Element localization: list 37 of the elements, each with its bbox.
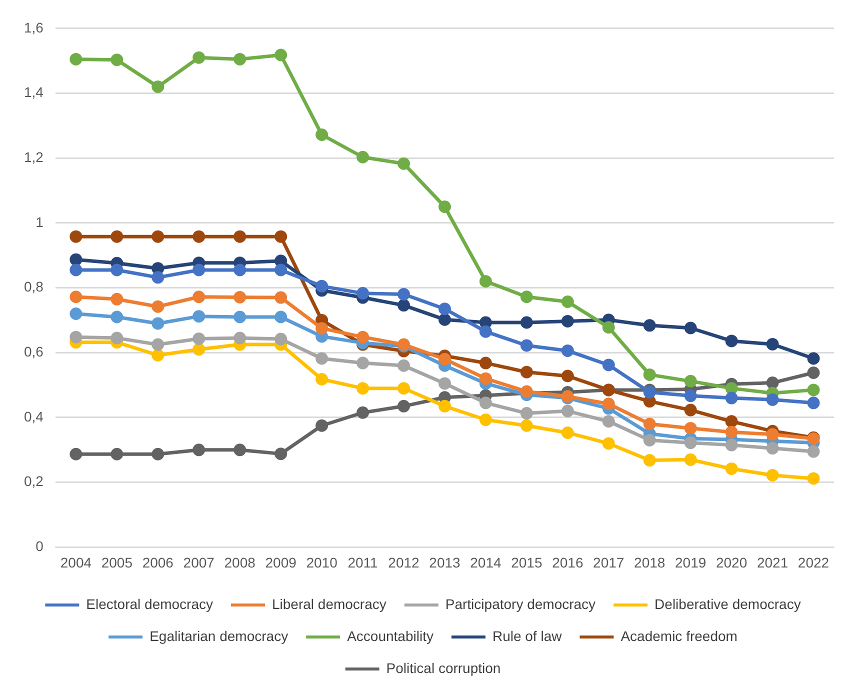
x-tick-label: 2009 [265, 554, 297, 570]
y-tick-label: 1,6 [24, 19, 44, 36]
x-tick-label: 2006 [142, 554, 174, 570]
x-tick-label: 2005 [101, 554, 133, 570]
x-tick-label: 2022 [798, 554, 830, 570]
x-tick-label: 2015 [511, 554, 542, 570]
x-tick-label: 2020 [716, 554, 748, 570]
legend-label: Accountability [347, 628, 434, 644]
legend-label: Deliberative democracy [654, 596, 801, 612]
y-tick-label: 1 [36, 214, 44, 230]
y-tick-label: 0,6 [24, 344, 44, 360]
legend-label: Academic freedom [620, 628, 738, 644]
y-tick-label: 0,4 [24, 408, 44, 424]
x-tick-label: 2016 [552, 554, 584, 570]
x-tick-label: 2014 [470, 554, 502, 570]
legend-label: Liberal democracy [272, 596, 386, 612]
x-tick-label: 2004 [60, 554, 92, 570]
x-tick-label: 2017 [593, 554, 624, 570]
x-tick-label: 2007 [183, 554, 215, 570]
x-tick-label: 2018 [634, 554, 666, 570]
x-tick-label: 2012 [388, 554, 420, 570]
x-tick-label: 2011 [348, 554, 378, 570]
legend-label: Rule of law [492, 628, 563, 644]
y-tick-label: 1,4 [24, 84, 44, 100]
x-tick-label: 2008 [224, 554, 256, 570]
y-tick-label: 0 [36, 538, 44, 554]
legend-label: Political corruption [386, 660, 501, 676]
y-tick-label: 0,2 [24, 473, 44, 490]
y-tick-label: 0,8 [24, 278, 44, 295]
x-tick-label: 2013 [429, 554, 461, 570]
legend-label: Participatory democracy [445, 596, 596, 612]
x-tick-label: 2019 [675, 554, 706, 570]
x-tick-label: 2021 [756, 554, 788, 570]
legend-label: Electoral democracy [86, 596, 213, 612]
y-tick-label: 1,2 [24, 148, 44, 165]
legend-label: Egalitarian democracy [150, 628, 288, 644]
x-tick-label: 2010 [306, 554, 338, 570]
